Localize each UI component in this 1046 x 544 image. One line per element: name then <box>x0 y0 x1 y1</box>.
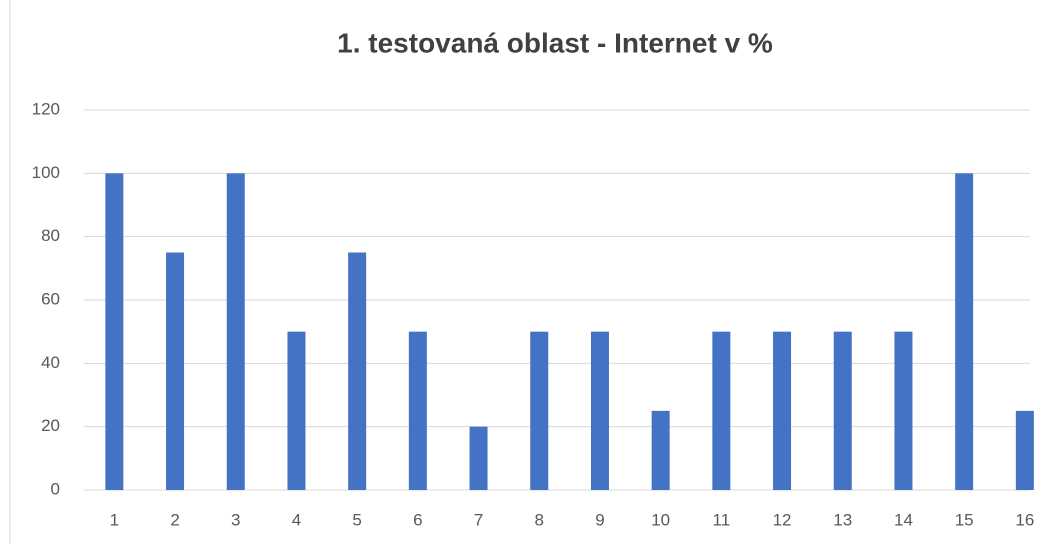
bar <box>651 410 670 490</box>
x-tick-label: 1 <box>110 510 119 529</box>
bar <box>166 252 185 490</box>
x-tick-label: 6 <box>413 510 422 529</box>
x-tick-label: 3 <box>231 510 240 529</box>
bar <box>1015 410 1034 490</box>
y-tick-label: 20 <box>41 416 60 435</box>
x-tick-label: 8 <box>535 510 544 529</box>
x-tick-label: 12 <box>773 510 792 529</box>
x-tick-label: 7 <box>474 510 483 529</box>
x-tick-label: 14 <box>894 510 913 529</box>
x-tick-label: 15 <box>955 510 974 529</box>
x-tick-label: 4 <box>292 510 301 529</box>
bar <box>226 173 245 491</box>
x-tick-label: 10 <box>651 510 670 529</box>
y-tick-label: 0 <box>51 479 60 498</box>
x-tick-label: 11 <box>713 510 731 529</box>
bar <box>894 331 913 490</box>
bar <box>955 173 974 491</box>
x-tick-label: 13 <box>833 510 852 529</box>
y-tick-label: 100 <box>32 163 60 182</box>
bar <box>712 331 731 490</box>
bar <box>833 331 852 490</box>
x-tick-label: 9 <box>595 510 604 529</box>
bar <box>469 426 488 490</box>
y-tick-label: 40 <box>41 353 60 372</box>
bar <box>105 173 124 491</box>
y-tick-label: 60 <box>41 289 60 308</box>
bar <box>530 331 549 490</box>
chart-title: 1. testovaná oblast - Internet v % <box>337 27 773 58</box>
bar <box>287 331 306 490</box>
y-tick-label: 120 <box>32 99 60 118</box>
x-tick-label: 5 <box>352 510 361 529</box>
y-tick-label: 80 <box>41 226 60 245</box>
bar <box>773 331 792 490</box>
x-tick-label: 16 <box>1015 510 1034 529</box>
bar <box>408 331 427 490</box>
x-tick-label: 2 <box>170 510 179 529</box>
bar <box>590 331 609 490</box>
bar <box>348 252 367 490</box>
chart-border <box>9 0 1046 544</box>
